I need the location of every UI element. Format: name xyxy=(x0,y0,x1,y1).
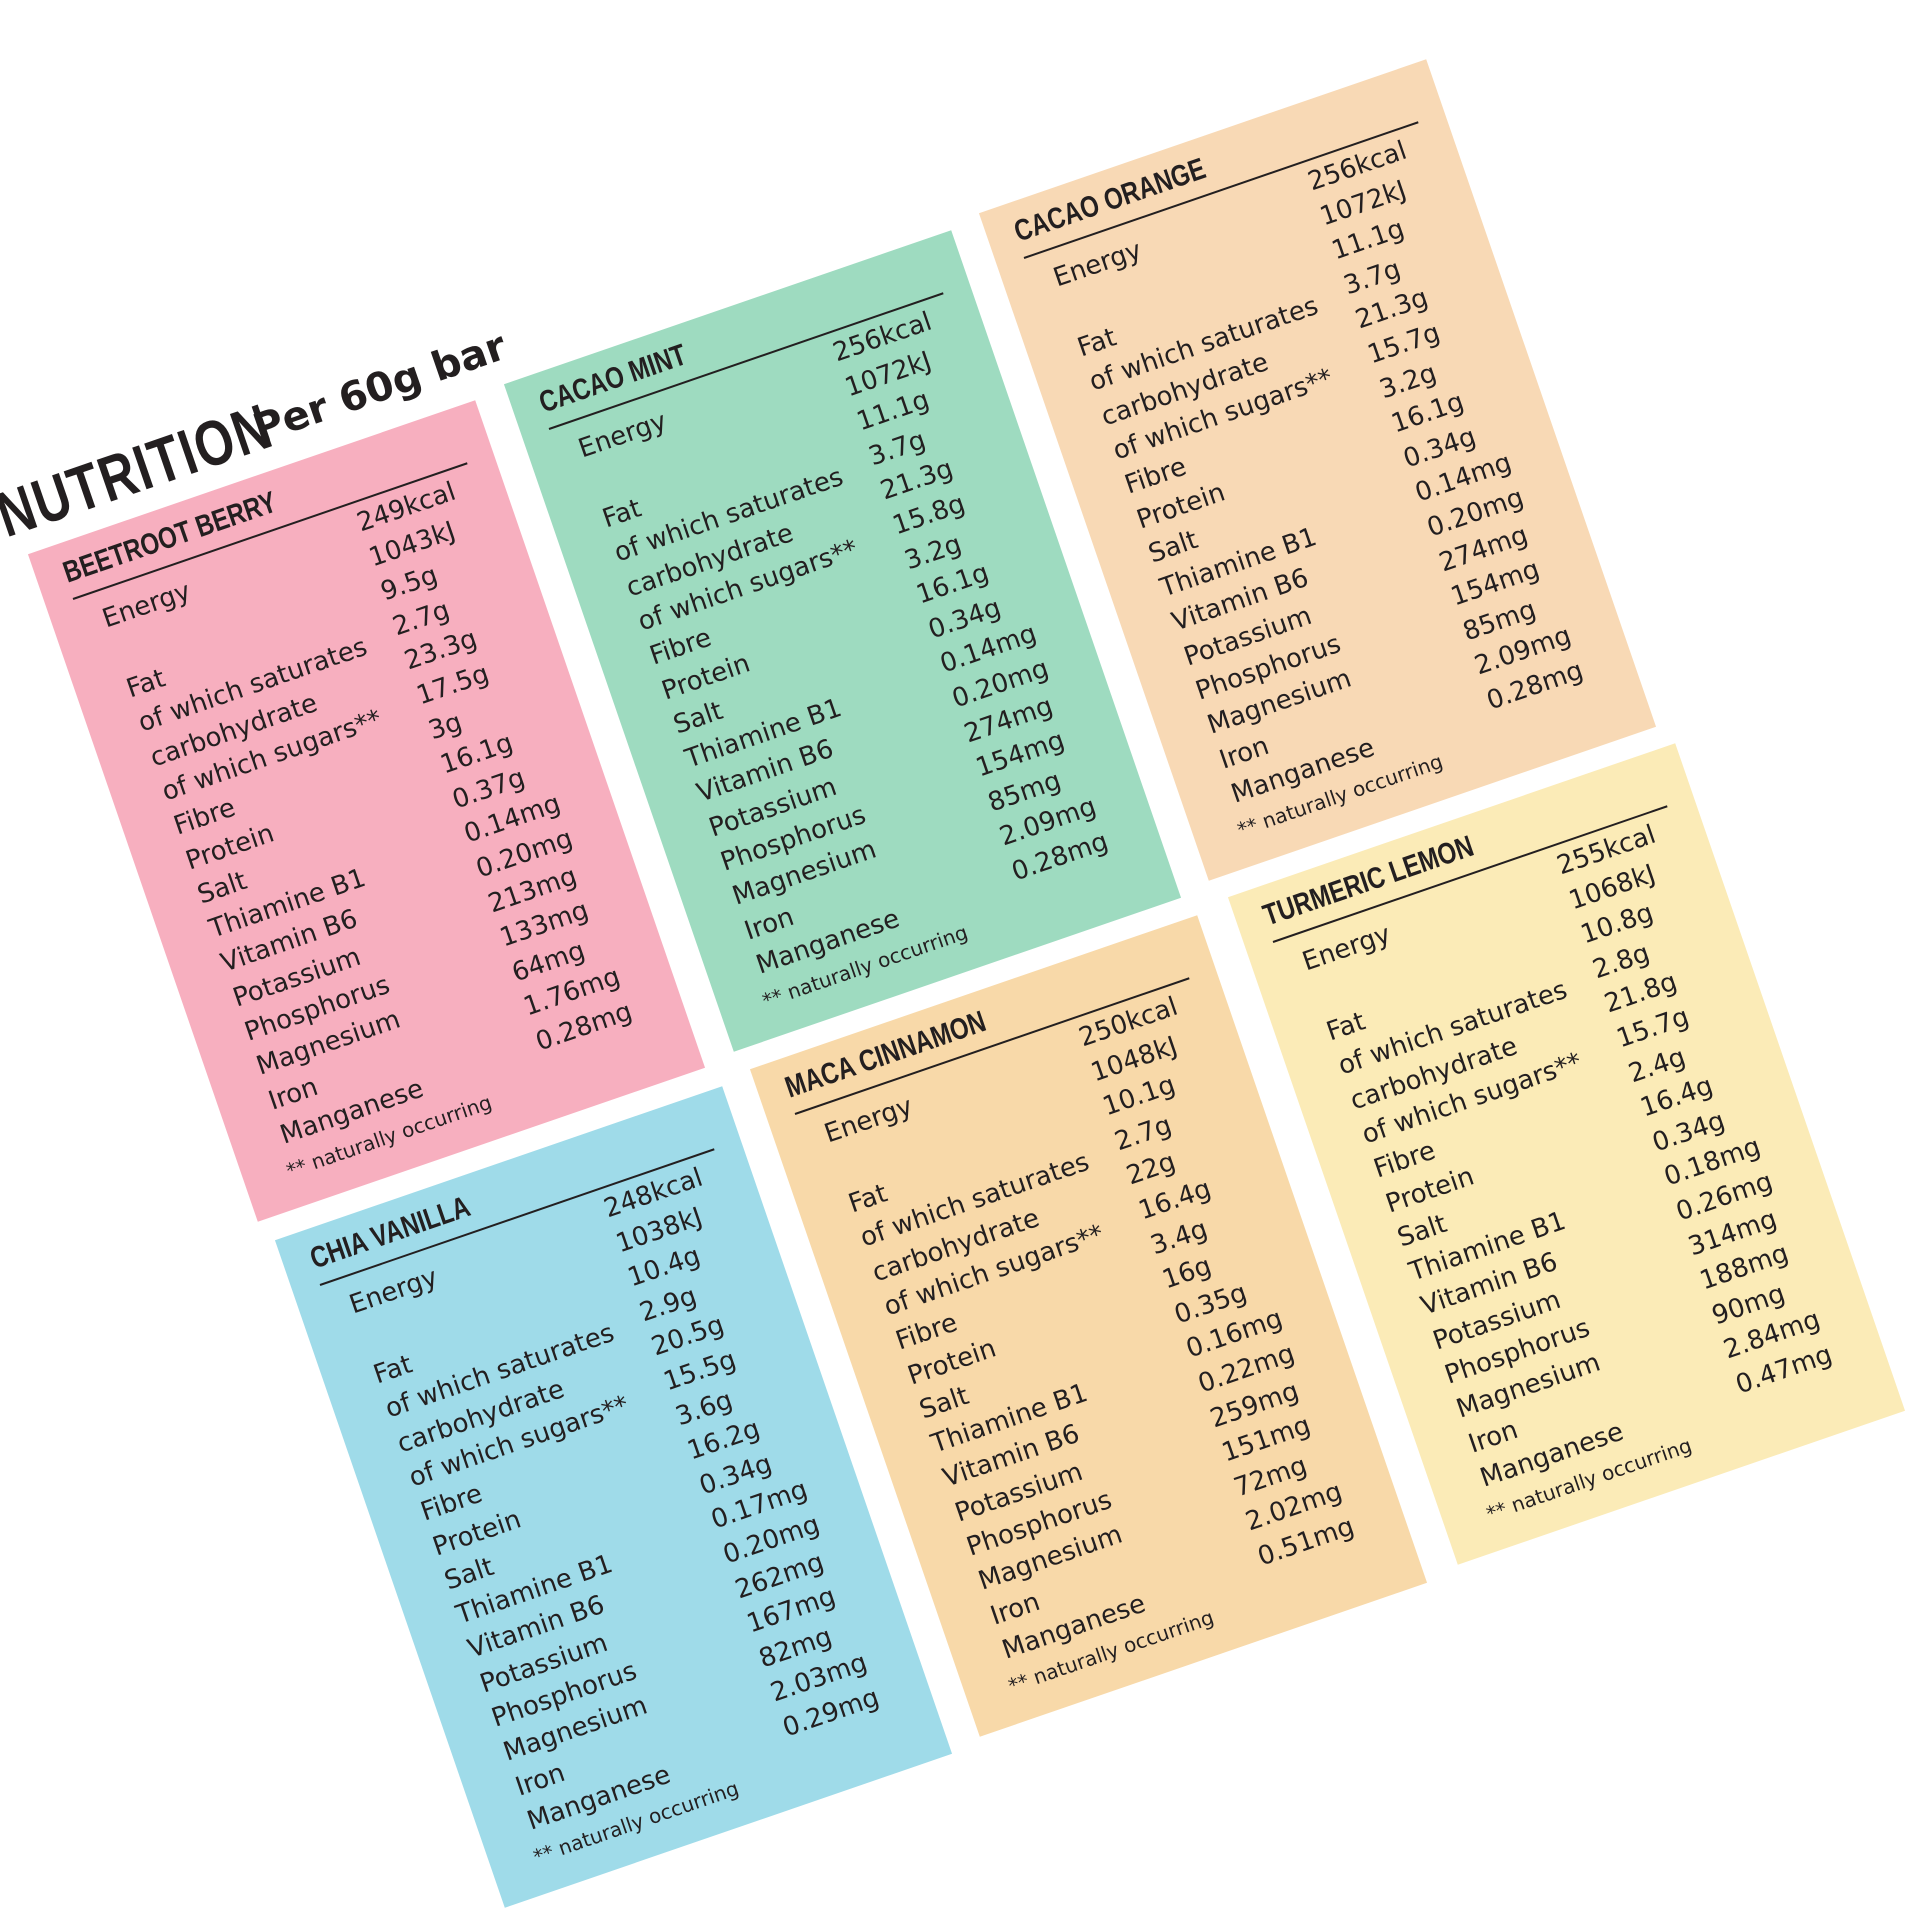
nutrient-label: Fat xyxy=(1073,322,1121,364)
card-title: CACAO MINT xyxy=(534,338,691,420)
nutrient-label: Fat xyxy=(122,663,170,705)
card-title: CACAO ORANGE xyxy=(1009,152,1210,249)
card-title: CHIA VANILLA xyxy=(305,1190,475,1276)
nutrient-label: Fat xyxy=(844,1178,892,1220)
nutrient-label: Fat xyxy=(1322,1006,1370,1048)
nutrient-label: Fat xyxy=(369,1349,417,1391)
nutrient-value: 3g xyxy=(424,706,466,746)
nutrient-label: Fat xyxy=(598,493,646,535)
